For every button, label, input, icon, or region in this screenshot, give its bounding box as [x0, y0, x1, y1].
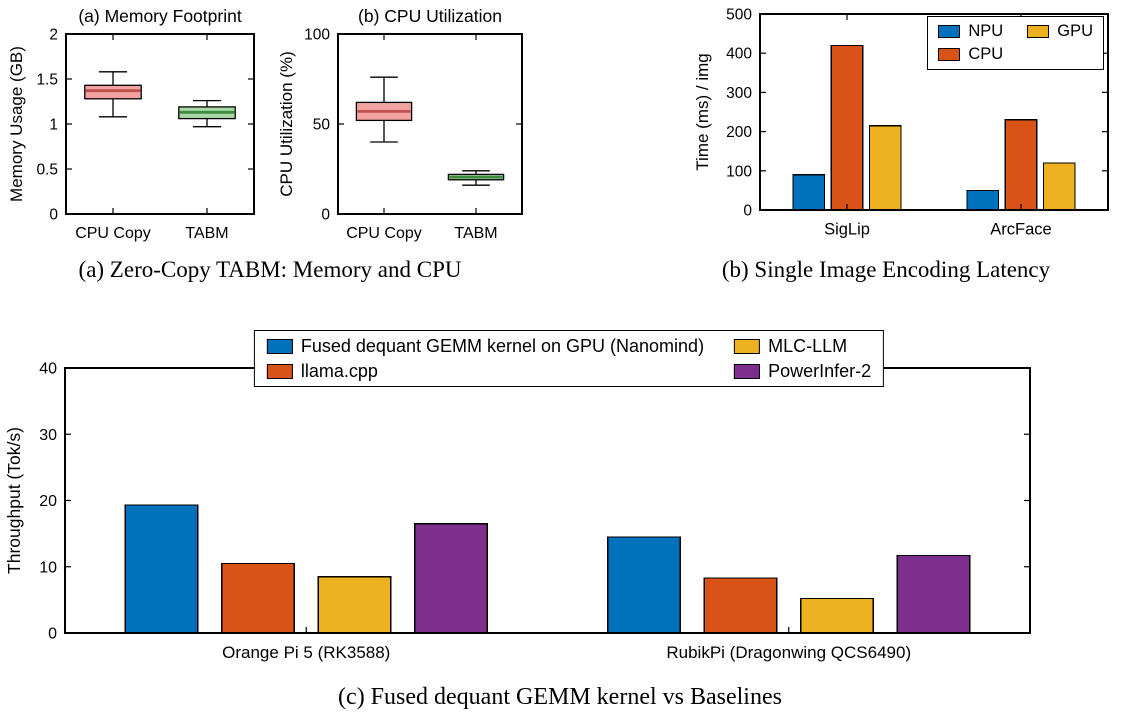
y-tick-label: 0.5	[36, 162, 58, 179]
y-tick-label: 50	[313, 117, 331, 134]
bar-cpu-arcface	[1004, 119, 1038, 211]
plot-border	[65, 33, 255, 215]
memory-footprint-svg: 0 0.5 1 1.5 2 CPU Copy TABM Memory Usage (GB) (a…	[7, 6, 255, 242]
y-tick-label: 0	[48, 626, 57, 643]
gemm-throughput-svg: 0 10 20 30 40 Orange Pi 5 (RK3588) RubikPi (Dr…	[4, 361, 1031, 662]
cpu-utilization-svg: 0 50 100 CPU Copy TABM CPU Utilization (%) (b)…	[277, 6, 523, 242]
bar-mlc-llm-orange-pi-5-rk3588	[317, 576, 392, 634]
caption-b: (b) Single Image Encoding Latency	[721, 257, 1051, 282]
x-category-label: SigLip	[824, 221, 870, 239]
y-tick-label: 20	[39, 493, 57, 510]
y-tick-label: 400	[726, 46, 752, 63]
bar-fused-dequant-gemm-kernel-on-gpu-nanomind-rubikpi-dragonwing-qcs6490	[607, 536, 681, 634]
encoding-latency-bar-chart: 0 100 200 300 400 500 SigLip ArcFace Time (ms) /…	[690, 2, 1122, 256]
gemm-throughput-bar-chart: 0 10 20 30 40 Orange Pi 5 (RK3588) RubikPi (Dr…	[0, 318, 1138, 680]
legend-swatch-llama-cpp	[266, 363, 293, 379]
legend-item-gpu: GPU	[1027, 22, 1093, 41]
bar-mlc-llm-rubikpi-dragonwing-qcs6490	[800, 597, 874, 634]
bar-fused-dequant-gemm-kernel-on-gpu-nanomind-orange-pi-5-rk3588	[124, 504, 199, 634]
x-category-label: Orange Pi 5 (RK3588)	[222, 643, 390, 662]
legend-label: Fused dequant GEMM kernel on GPU (Nanomi…	[300, 336, 705, 356]
bar-npu-siglip	[792, 174, 825, 211]
bar-cpu-siglip	[830, 44, 864, 211]
legend-label: MLC-LLM	[768, 336, 848, 356]
legend-swatch-fused-dequant-gemm-kernel-on-gpu-nanomind	[266, 338, 293, 354]
plot-border	[64, 367, 1031, 634]
bar-llama-cpp-orange-pi-5-rk3588	[221, 562, 295, 634]
x-category-label: TABM	[454, 225, 497, 242]
y-tick-label: 0	[321, 207, 330, 224]
legend-swatch-powerinfer-2	[734, 363, 761, 379]
legend-label: GPU	[1057, 22, 1093, 40]
y-tick-label: 500	[726, 7, 752, 24]
plot-border	[337, 33, 523, 215]
x-category-label: CPU Copy	[346, 225, 422, 242]
y-tick-label: 0	[743, 203, 752, 220]
y-tick-label: 10	[39, 559, 57, 576]
y-tick-label: 1.5	[36, 72, 58, 89]
y-axis-label: Time (ms) / img	[693, 53, 712, 170]
x-category-label: ArcFace	[990, 221, 1051, 239]
legend-encoding-latency: NPU CPU GPU	[927, 16, 1104, 70]
chart-title: (a) Memory Footprint	[78, 6, 242, 26]
y-tick-label: 1	[49, 117, 58, 134]
encoding-latency-svg: 0 100 200 300 400 500 SigLip ArcFace Time (ms) /…	[693, 7, 1109, 239]
legend-item-cpu: CPU	[938, 45, 1003, 64]
bar-npu-arcface	[966, 189, 999, 211]
caption-a: (a) Zero-Copy TABM: Memory and CPU	[78, 257, 462, 282]
x-category-label: TABM	[185, 225, 228, 242]
y-tick-label: 300	[726, 85, 752, 102]
x-category-label: RubikPi (Dragonwing QCS6490)	[666, 643, 911, 662]
y-tick-label: 100	[726, 163, 752, 180]
legend-swatch-cpu	[938, 47, 961, 61]
chart-title: (b) CPU Utilization	[358, 6, 502, 26]
bar-gpu-arcface	[1043, 162, 1076, 211]
bar-powerinfer-2-orange-pi-5-rk3588	[414, 523, 488, 634]
y-tick-label: 30	[39, 427, 57, 444]
y-tick-label: 100	[304, 27, 330, 44]
y-tick-label: 2	[49, 27, 58, 44]
legend-swatch-gpu	[1027, 24, 1050, 38]
y-axis-label: Memory Usage (GB)	[7, 46, 26, 202]
bar-powerinfer-2-rubikpi-dragonwing-qcs6490	[896, 554, 971, 634]
bar-gpu-siglip	[869, 125, 902, 211]
legend-label: NPU	[968, 22, 1004, 40]
caption-c: (c) Fused dequant GEMM kernel vs Baselin…	[338, 684, 782, 710]
legend-item-mlc-llm: MLC-LLM	[734, 336, 871, 357]
plot-border	[759, 13, 1109, 211]
legend-item-npu: NPU	[938, 22, 1003, 41]
y-tick-label: 40	[39, 361, 57, 378]
cpu-utilization-boxplot: 0 50 100 CPU Copy TABM CPU Utilization (%) (b)…	[276, 2, 534, 258]
bar-llama-cpp-rubikpi-dragonwing-qcs6490	[703, 577, 778, 634]
legend-item-fused-dequant-gemm-kernel-on-gpu-nanomind: Fused dequant GEMM kernel on GPU (Nanomi…	[266, 336, 705, 357]
x-category-label: CPU Copy	[75, 225, 151, 242]
legend-item-powerinfer-2: PowerInfer-2	[734, 361, 871, 382]
y-tick-label: 200	[726, 124, 752, 141]
y-axis-label: Throughput (Tok/s)	[4, 427, 24, 574]
memory-footprint-boxplot: 0 0.5 1 1.5 2 CPU Copy TABM Memory Usage (GB) (a…	[6, 2, 268, 258]
y-tick-label: 0	[49, 207, 58, 224]
legend-label: PowerInfer-2	[768, 360, 872, 381]
legend-swatch-mlc-llm	[734, 338, 761, 354]
legend-label: CPU	[968, 44, 1004, 63]
legend-swatch-npu	[938, 24, 961, 38]
legend-label: llama.cpp	[300, 360, 378, 381]
legend-gemm-throughput: Fused dequant GEMM kernel on GPU (Nanomi…	[253, 330, 885, 388]
y-axis-label: CPU Utilization (%)	[277, 51, 296, 196]
legend-item-llama-cpp: llama.cpp	[266, 360, 704, 382]
